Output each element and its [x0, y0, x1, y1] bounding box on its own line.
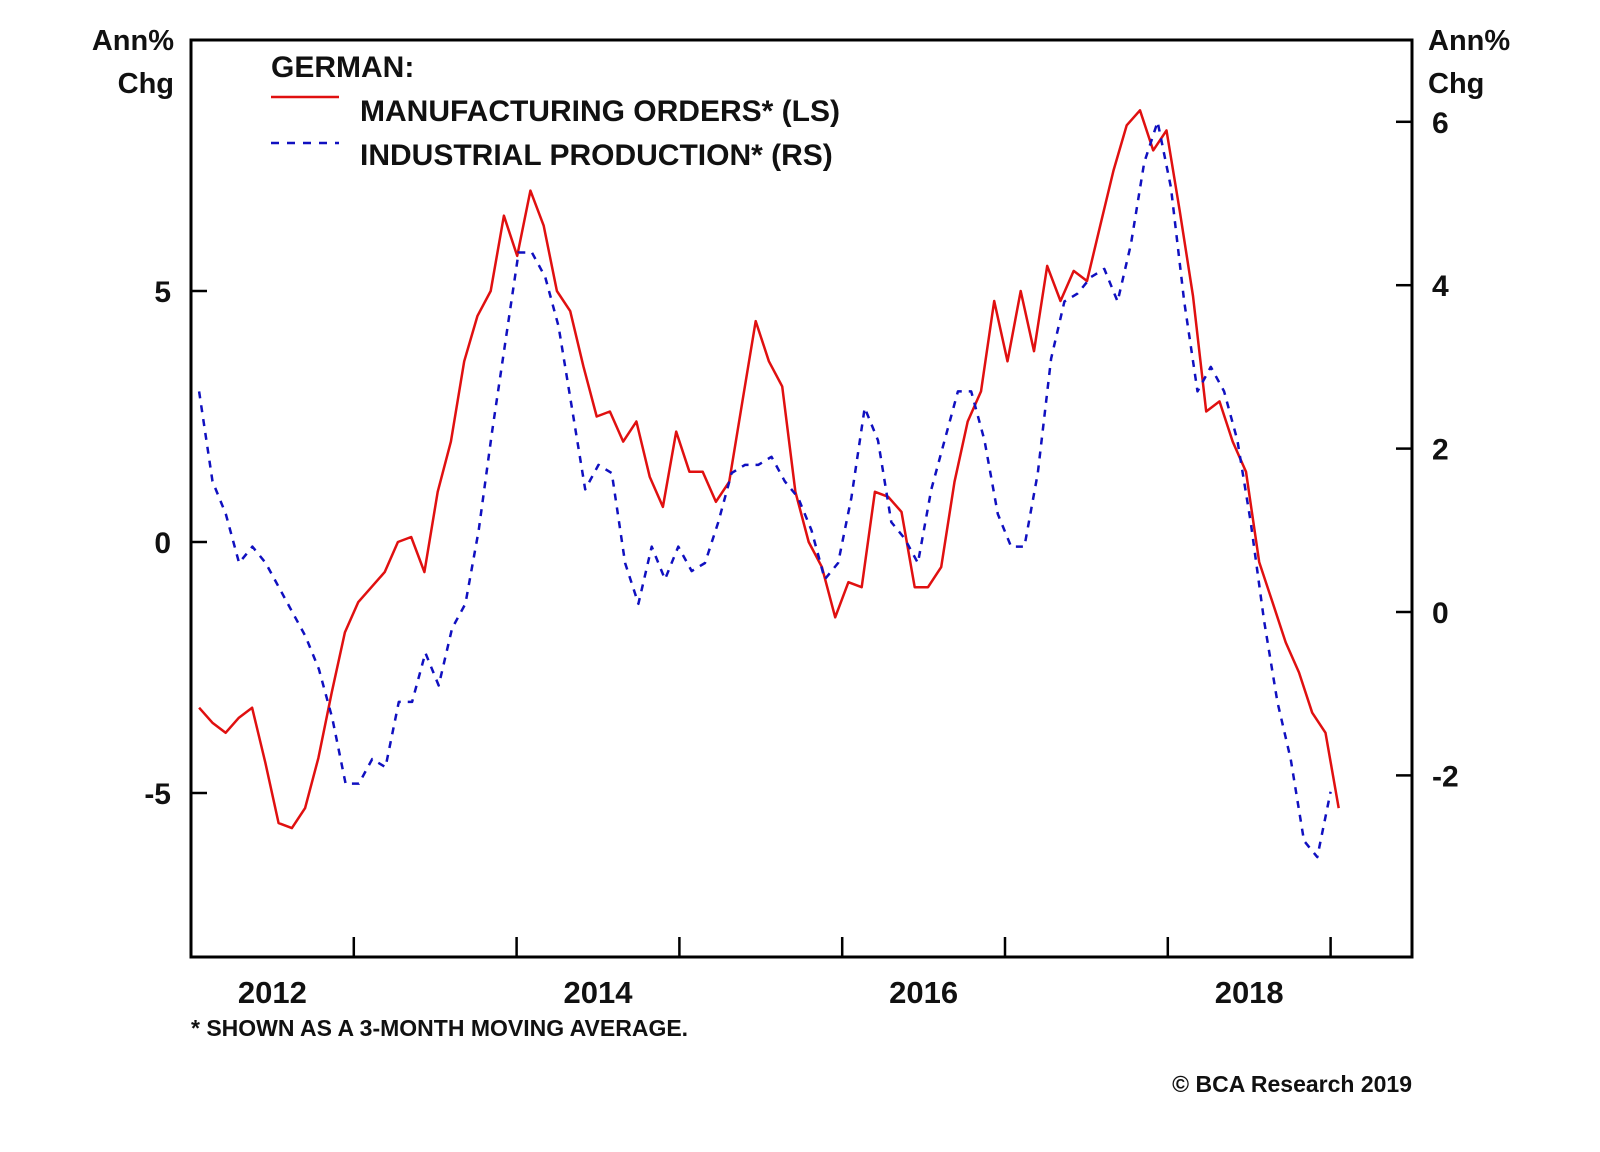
legend: GERMAN: MANUFACTURING ORDERS* (LS) INDUS…	[271, 51, 840, 172]
right-axis-unit-line2: Chg	[1428, 68, 1484, 100]
left-axis: 5 0 -5	[144, 276, 207, 811]
legend-label-manufacturing-orders: MANUFACTURING ORDERS* (LS)	[360, 95, 840, 128]
x-axis-year-label: 2014	[564, 975, 634, 1010]
left-axis-tick-label: -5	[144, 778, 171, 811]
right-axis-tick-label: 6	[1432, 107, 1449, 140]
series-industrial-production-line	[197, 120, 1332, 859]
right-axis-tick-label: 2	[1432, 434, 1449, 467]
legend-title: GERMAN:	[271, 51, 414, 84]
left-axis-unit-line1: Ann%	[92, 25, 174, 57]
x-axis-year-label: 2012	[238, 975, 307, 1010]
x-axis-year-label: 2018	[1215, 975, 1284, 1010]
source-credit: © BCA Research 2019	[1172, 1071, 1412, 1097]
right-axis: 6 4 2 0 -2	[1396, 107, 1459, 793]
right-axis-tick-label: 4	[1432, 270, 1449, 303]
plot-frame	[189, 38, 1414, 959]
left-axis-tick-label: 5	[154, 276, 171, 309]
series-manufacturing-orders-line	[198, 109, 1340, 830]
footnote: * SHOWN AS A 3-MONTH MOVING AVERAGE.	[191, 1015, 688, 1041]
right-axis-unit-line1: Ann%	[1428, 25, 1510, 57]
left-axis-tick-label: 0	[154, 527, 171, 560]
legend-label-industrial-production: INDUSTRIAL PRODUCTION* (RS)	[360, 139, 833, 172]
left-axis-unit-line2: Chg	[118, 68, 174, 100]
right-axis-tick-label: 0	[1432, 597, 1449, 630]
x-axis: 2012 2014 2016 2018	[238, 937, 1332, 1010]
series-layer	[197, 109, 1340, 859]
x-axis-year-label: 2016	[889, 975, 958, 1010]
right-axis-tick-label: -2	[1432, 760, 1459, 793]
